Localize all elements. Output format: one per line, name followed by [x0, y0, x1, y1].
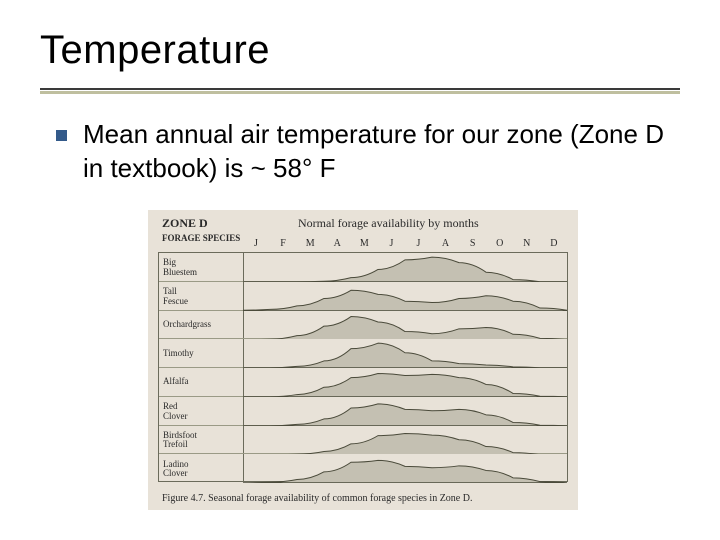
species-row: Orchardgrass: [159, 311, 567, 340]
figure-title: Normal forage availability by months: [298, 216, 479, 231]
availability-curve: [243, 454, 567, 483]
availability-curve: [243, 397, 567, 426]
species-label: Orchardgrass: [163, 320, 211, 329]
month-label: M: [352, 238, 376, 249]
chart-grid: Big Bluestem Tall Fescue Orchardgrass Timot…: [158, 252, 568, 482]
species-label: Ladino Clover: [163, 460, 189, 479]
slide: Temperature Mean annual air temperature …: [0, 0, 720, 540]
species-label: Tall Fescue: [163, 287, 188, 306]
species-label: Birdsfoot Trefoil: [163, 431, 197, 450]
species-row: Tall Fescue: [159, 282, 567, 311]
month-label: N: [515, 238, 539, 249]
species-row: Big Bluestem: [159, 253, 567, 282]
availability-curve: [243, 339, 567, 368]
bullet-row: Mean annual air temperature for our zone…: [56, 118, 680, 186]
bullet-text: Mean annual air temperature for our zone…: [83, 118, 680, 186]
species-row: Birdsfoot Trefoil: [159, 426, 567, 455]
availability-curve: [243, 368, 567, 397]
species-label: Red Clover: [163, 402, 188, 421]
availability-curve: [243, 311, 567, 340]
figure-caption: Figure 4.7. Seasonal forage availability…: [162, 493, 472, 504]
month-label: M: [298, 238, 322, 249]
title-underline: [40, 88, 680, 90]
slide-title: Temperature: [40, 28, 270, 73]
availability-curve: [243, 426, 567, 455]
month-label: A: [325, 238, 349, 249]
species-row: Red Clover: [159, 397, 567, 426]
species-label: Alfalfa: [163, 377, 188, 386]
bullet-block: Mean annual air temperature for our zone…: [56, 118, 680, 186]
title-accent: [40, 91, 680, 94]
month-label: S: [461, 238, 485, 249]
zone-label: ZONE D: [162, 216, 208, 231]
species-row: Ladino Clover: [159, 454, 567, 483]
month-label: J: [244, 238, 268, 249]
species-label: Timothy: [163, 349, 194, 358]
availability-curve: [243, 253, 567, 282]
species-label: Big Bluestem: [163, 258, 197, 277]
month-label: J: [406, 238, 430, 249]
month-label: J: [379, 238, 403, 249]
species-row: Alfalfa: [159, 368, 567, 397]
figure: ZONE D Normal forage availability by mon…: [148, 210, 578, 510]
month-label: D: [542, 238, 566, 249]
month-label: F: [271, 238, 295, 249]
bullet-marker: [56, 130, 67, 141]
species-heading: FORAGE SPECIES: [162, 234, 240, 243]
months-row: JFMAMJJASOND: [244, 238, 566, 249]
species-row: Timothy: [159, 339, 567, 368]
month-label: O: [488, 238, 512, 249]
month-label: A: [434, 238, 458, 249]
availability-curve: [243, 282, 567, 311]
